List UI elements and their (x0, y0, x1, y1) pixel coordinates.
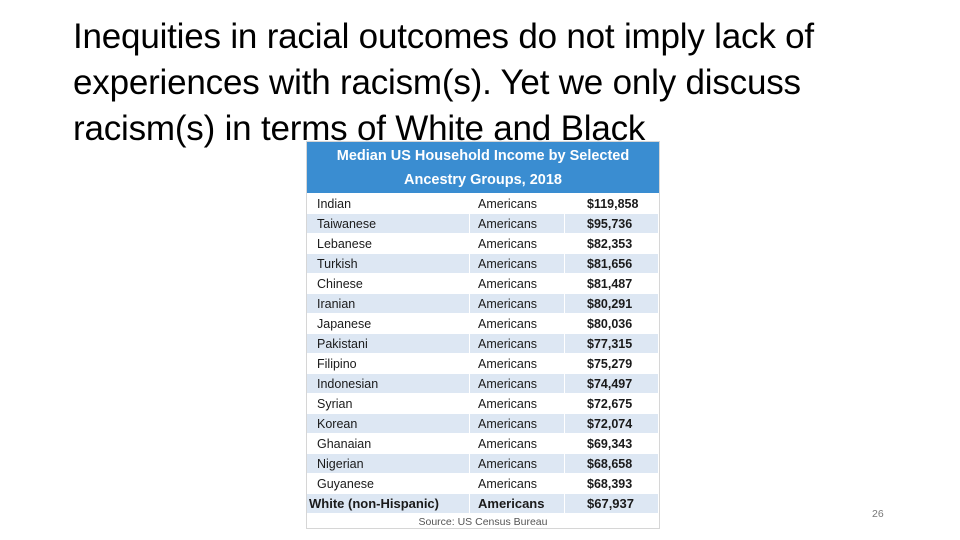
row-suffix-cell: Americans (469, 493, 565, 513)
row-income-cell: $75,279 (564, 353, 659, 374)
row-group-cell: Japanese (307, 313, 470, 334)
row-suffix-cell: Americans (469, 253, 565, 274)
row-group-cell: Filipino (307, 353, 470, 374)
slide-title-line: Inequities in racial outcomes do not imp… (73, 17, 814, 56)
row-income-cell: $81,487 (564, 273, 659, 294)
row-income-cell: $95,736 (564, 213, 659, 234)
table-row: Filipino Americans $75,279 (307, 353, 659, 374)
row-suffix-cell: Americans (469, 313, 565, 334)
row-suffix-cell: Americans (469, 473, 565, 494)
row-suffix-cell: Americans (469, 413, 565, 434)
row-suffix-cell: Americans (469, 433, 565, 454)
row-group-cell: Guyanese (307, 473, 470, 494)
row-suffix-cell: Americans (469, 193, 565, 214)
row-income-cell: $82,353 (564, 233, 659, 254)
row-group-cell: Pakistani (307, 333, 470, 354)
row-income-cell: $81,656 (564, 253, 659, 274)
row-group-cell: Indian (307, 193, 470, 214)
page-number: 26 (872, 508, 884, 520)
row-income-cell: $72,675 (564, 393, 659, 414)
row-income-cell: $77,315 (564, 333, 659, 354)
row-income-cell: $119,858 (564, 193, 659, 214)
table-row: Taiwanese Americans $95,736 (307, 213, 659, 234)
row-group-cell: Iranian (307, 293, 470, 314)
row-group-cell: Indonesian (307, 373, 470, 394)
row-income-cell: $68,658 (564, 453, 659, 474)
table-row: Pakistani Americans $77,315 (307, 333, 659, 354)
row-group-cell: Turkish (307, 253, 470, 274)
row-income-cell: $67,937 (564, 493, 659, 513)
row-group-cell: Syrian (307, 393, 470, 414)
table-header-line: Ancestry Groups, 2018 (404, 172, 562, 188)
row-group-cell: Lebanese (307, 233, 470, 254)
slide-title-line: experiences with racism(s). Yet we only … (73, 63, 801, 102)
table-row: Japanese Americans $80,036 (307, 313, 659, 334)
row-income-cell: $74,497 (564, 373, 659, 394)
row-suffix-cell: Americans (469, 373, 565, 394)
table-source: Source: US Census Bureau (418, 516, 548, 528)
table-row: Ghanaian Americans $69,343 (307, 433, 659, 454)
row-group-cell: Ghanaian (307, 433, 470, 454)
row-income-cell: $72,074 (564, 413, 659, 434)
row-suffix-cell: Americans (469, 293, 565, 314)
row-suffix-cell: Americans (469, 233, 565, 254)
row-group-cell: Korean (307, 413, 470, 434)
table-row: Chinese Americans $81,487 (307, 273, 659, 294)
row-suffix-cell: Americans (469, 273, 565, 294)
row-suffix-cell: Americans (469, 213, 565, 234)
row-suffix-cell: Americans (469, 393, 565, 414)
row-group-cell: White (non-Hispanic) (307, 493, 470, 513)
table-row: Indian Americans $119,858 (307, 193, 659, 214)
row-suffix-cell: Americans (469, 353, 565, 374)
table-row: Turkish Americans $81,656 (307, 253, 659, 274)
row-suffix-cell: Americans (469, 333, 565, 354)
row-income-cell: $80,036 (564, 313, 659, 334)
row-income-cell: $80,291 (564, 293, 659, 314)
table-row: Nigerian Americans $68,658 (307, 453, 659, 474)
row-suffix-cell: Americans (469, 453, 565, 474)
table-row: Guyanese Americans $68,393 (307, 473, 659, 494)
table-row: Korean Americans $72,074 (307, 413, 659, 434)
table-body: Indian Americans $119,858 Taiwanese American… (307, 193, 659, 513)
table-row: Lebanese Americans $82,353 (307, 233, 659, 254)
row-group-cell: Chinese (307, 273, 470, 294)
table-row: White (non-Hispanic) Americans $67,937 (307, 493, 659, 513)
row-income-cell: $69,343 (564, 433, 659, 454)
table-row: Indonesian Americans $74,497 (307, 373, 659, 394)
table-row: Syrian Americans $72,675 (307, 393, 659, 414)
income-table: Median US Household Income by Selected A… (306, 141, 660, 529)
table-header: Median US Household Income by Selected A… (307, 142, 659, 193)
row-group-cell: Nigerian (307, 453, 470, 474)
slide-title: Inequities in racial outcomes do not imp… (73, 14, 933, 152)
row-income-cell: $68,393 (564, 473, 659, 494)
table-header-line: Median US Household Income by Selected (336, 148, 630, 164)
row-group-cell: Taiwanese (307, 213, 470, 234)
table-row: Iranian Americans $80,291 (307, 293, 659, 314)
